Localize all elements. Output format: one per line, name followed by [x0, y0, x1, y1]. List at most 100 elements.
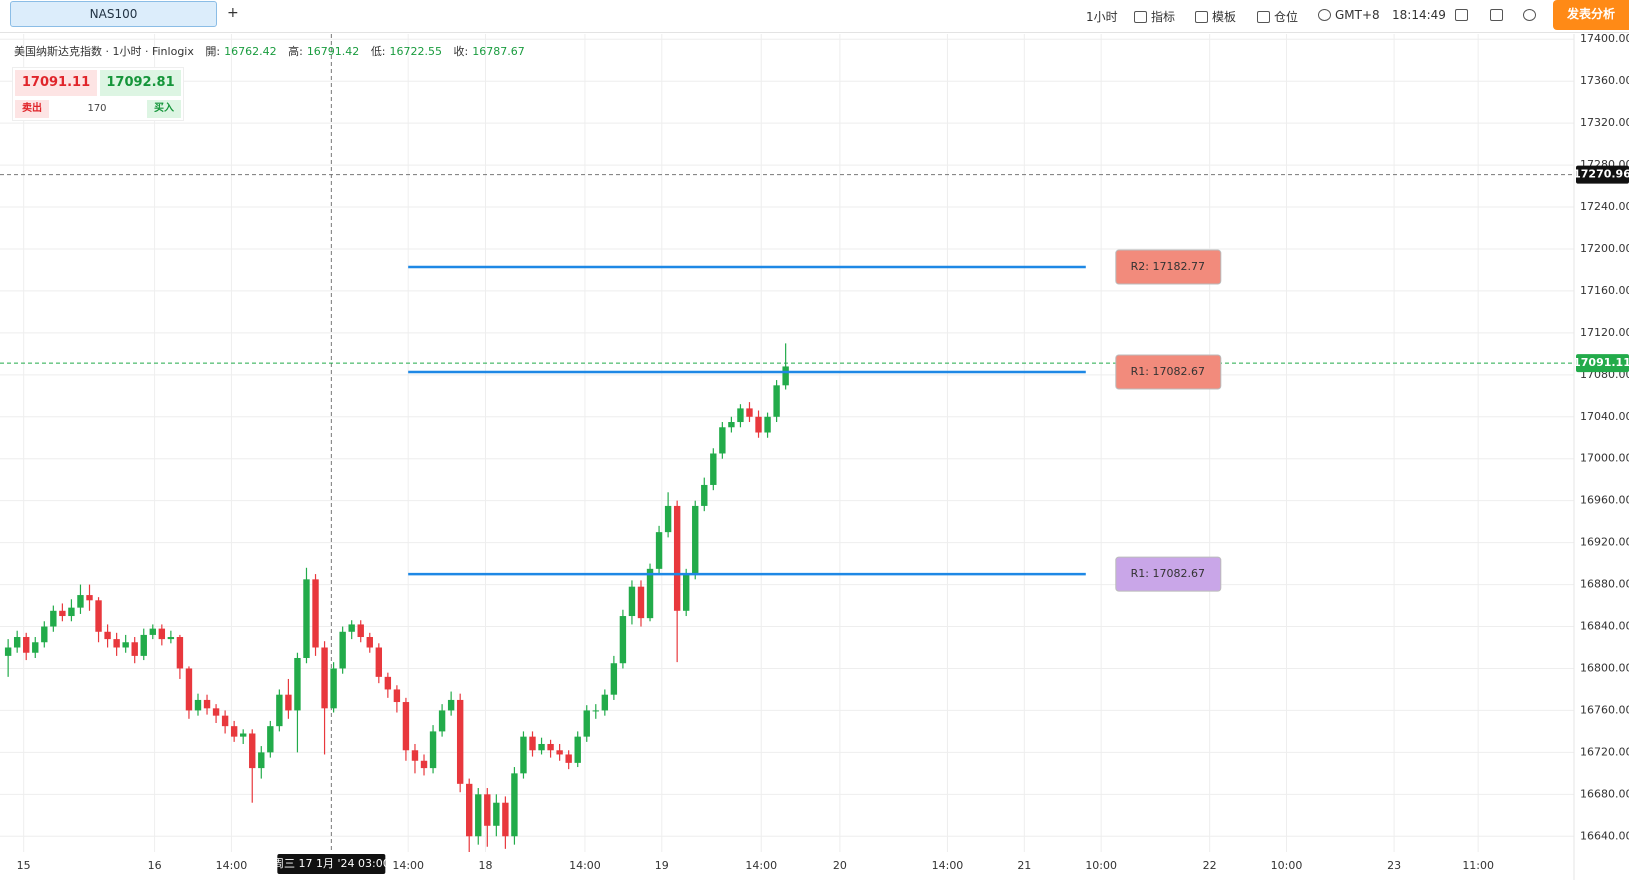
candle-body [167, 637, 175, 640]
y-tick-label: 17160.00 [1580, 284, 1629, 297]
y-tick-label: 16920.00 [1580, 536, 1629, 549]
y-tick-label: 16800.00 [1580, 661, 1629, 674]
candle-body [628, 586, 636, 617]
candle-body [122, 642, 129, 648]
candle-body [77, 595, 84, 608]
y-tick-label: 17040.00 [1580, 410, 1629, 423]
y-tick-label: 16960.00 [1580, 494, 1629, 507]
candle-body [375, 647, 383, 677]
y-tick-label: 17360.00 [1580, 74, 1629, 87]
candle-body [475, 794, 482, 837]
publish-button[interactable]: 发表分析 [1553, 0, 1629, 30]
x-tick-label: 14:00 [932, 859, 964, 872]
candle-body [746, 408, 753, 417]
y-tick-label: 16760.00 [1580, 703, 1629, 716]
y-tick-label: 16880.00 [1580, 578, 1629, 591]
x-tick-label: 14:00 [216, 859, 248, 872]
interval[interactable]: 1小时 [1086, 10, 1118, 24]
chart-title: 美国纳斯达克指数 · 1小时 · Finlogix [14, 45, 194, 58]
candle-body [13, 637, 21, 648]
quote-header: 美国纳斯达克指数 · 1小时 · Finlogix 開: 16762.42 高: 1… [14, 43, 533, 59]
close-label: 收: [453, 45, 469, 58]
candle-body [438, 710, 446, 732]
y-tick-label: 17000.00 [1580, 452, 1629, 465]
candle-body [104, 631, 111, 640]
candle-body [402, 702, 410, 751]
level-label-box [1115, 556, 1222, 592]
y-tick-label: 17120.00 [1580, 326, 1629, 339]
candle-body [294, 657, 301, 711]
candle-body [701, 484, 708, 506]
candle-body [384, 676, 392, 690]
y-tick-label: 17400.00 [1580, 33, 1629, 45]
y-tick-label: 16680.00 [1580, 787, 1629, 800]
candle-body [520, 736, 527, 774]
crosshair-price-box [1576, 165, 1629, 184]
y-tick-label: 17200.00 [1580, 242, 1629, 255]
open-value: 16762.42 [224, 45, 277, 58]
templates-button[interactable]: 模板 [1195, 8, 1236, 25]
label: 指标 [1151, 10, 1176, 24]
label: 仓位 [1274, 10, 1299, 24]
candle-body [755, 416, 762, 433]
sell-price[interactable]: 17091.11 [15, 70, 97, 96]
timezone-button[interactable]: GMT+8 [1318, 8, 1380, 22]
label: 模板 [1212, 10, 1237, 24]
candle-body [619, 616, 627, 664]
y-tick-label: 17320.00 [1580, 116, 1629, 129]
indicators-button[interactable]: 指标 [1134, 8, 1175, 25]
candle-body [176, 637, 184, 669]
candle-body [59, 610, 66, 617]
positions-button[interactable]: 仓位 [1257, 8, 1298, 25]
x-tick-label: 16 [148, 859, 162, 872]
candle-body [95, 600, 102, 632]
candle-body [221, 715, 229, 727]
x-tick-label: 14:00 [392, 859, 424, 872]
low-value: 16722.55 [389, 45, 443, 58]
candle-body [583, 710, 590, 737]
chart: 15 16 14:00 14:00 18 14:00 19 14:00 20 14:00 21 10:… [0, 33, 1629, 880]
candle-body [547, 743, 554, 751]
x-tick-label: 23 [1387, 859, 1401, 872]
sell-button[interactable]: 卖出 [15, 100, 49, 118]
layout-button[interactable] [1490, 8, 1507, 22]
buy-price[interactable]: 17092.81 [100, 70, 181, 96]
candle-body [393, 689, 401, 703]
candle-body [185, 668, 193, 711]
candle-body [212, 708, 220, 716]
crosshair-time-box [277, 854, 386, 874]
candle-body [50, 610, 57, 627]
level-label-box [1115, 354, 1222, 390]
clock: 18:14:49 [1392, 8, 1446, 22]
candle-body [511, 773, 518, 837]
candle-body [276, 694, 283, 727]
add-tab[interactable]: + [227, 5, 239, 21]
candle-body [131, 642, 138, 656]
trade-panel: 17091.11 17092.81 卖出 170 买入 [12, 67, 184, 121]
candle-body [249, 733, 256, 769]
candle-body [574, 736, 581, 763]
buy-button[interactable]: 买入 [147, 100, 181, 118]
symbol-tab[interactable]: NAS100 [10, 1, 217, 27]
candle-body [637, 586, 645, 619]
label: GMT+8 [1335, 8, 1380, 22]
candle-body [456, 699, 464, 784]
settings-button[interactable] [1523, 8, 1540, 22]
candle-body [610, 663, 618, 695]
candle-body [664, 505, 672, 533]
candle-body [411, 750, 419, 761]
quantity[interactable]: 170 [87, 103, 107, 114]
candle-body [502, 802, 509, 837]
candle-body [149, 628, 156, 635]
candle-body [673, 505, 681, 611]
x-tick-label: 20 [833, 859, 847, 872]
y-tick-label: 16640.00 [1580, 829, 1629, 842]
last-price-box [1576, 354, 1629, 373]
candle-body [646, 568, 654, 619]
low-label: 低: [370, 45, 386, 58]
x-tick-label: 10:00 [1271, 859, 1303, 872]
x-tick-label: 14:00 [569, 859, 601, 872]
screenshot-button[interactable] [1455, 8, 1472, 22]
open-label: 開: [205, 45, 221, 58]
x-tick-label: 21 [1017, 859, 1031, 872]
